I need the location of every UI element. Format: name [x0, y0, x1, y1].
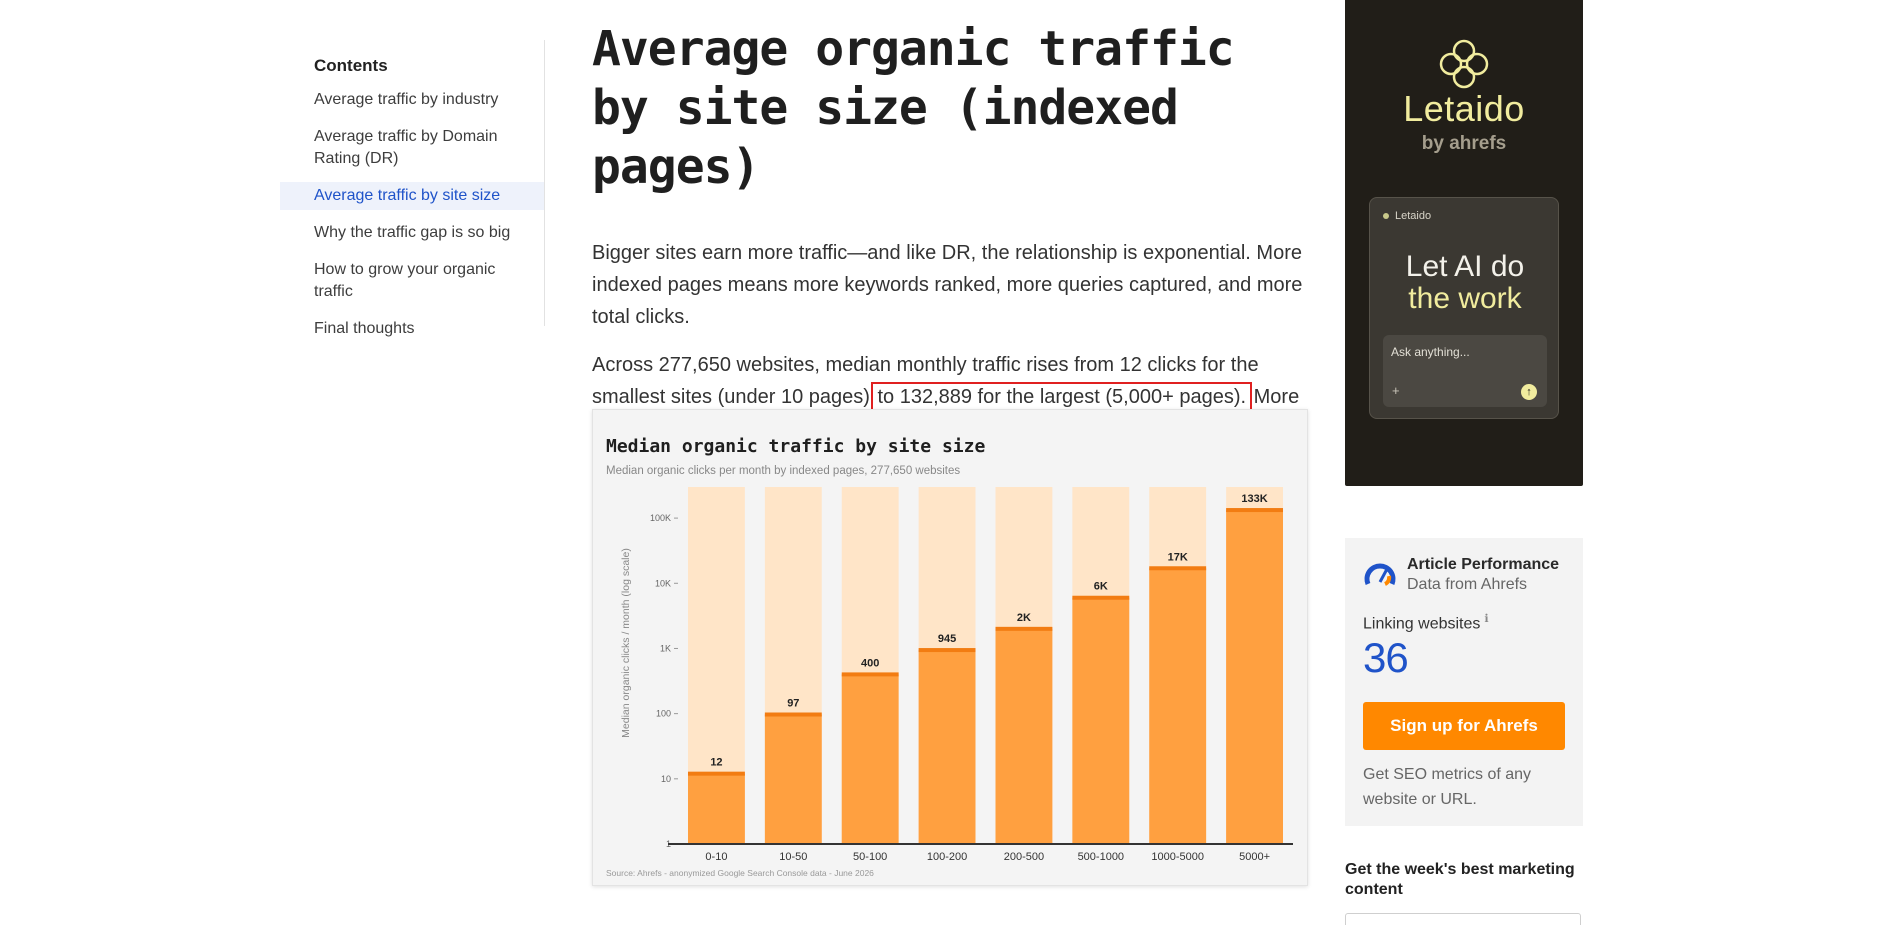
- linking-websites-label: Linking websites ℹ: [1363, 612, 1489, 633]
- site-size-bar-chart: Median organic traffic by site size Medi…: [606, 436, 1293, 878]
- ad-card-label: Letaido: [1383, 210, 1431, 222]
- bar-cap: [841, 672, 899, 677]
- chart-marks: 1101001K10K100K120-109710-5040050-100945…: [650, 487, 1293, 863]
- toc-title: Contents: [314, 56, 388, 75]
- ad-headline-line-2: the work: [1408, 282, 1522, 315]
- bar-cap: [1072, 595, 1130, 600]
- performance-note: Get SEO metrics of any website or URL.: [1363, 766, 1532, 808]
- letaido-logo-icon: [1439, 39, 1489, 89]
- bar-cap: [995, 626, 1053, 631]
- data-label: 400: [861, 657, 879, 669]
- bar-cap: [918, 648, 976, 653]
- data-label: 6K: [1094, 581, 1108, 593]
- bar: [764, 714, 822, 844]
- x-tick-label: 0-10: [705, 851, 727, 863]
- bar-cap: [687, 771, 745, 776]
- y-tick-label: 100K: [650, 513, 671, 523]
- chart-card: Median organic traffic by site size Medi…: [592, 409, 1308, 886]
- y-tick-label: 100: [656, 709, 671, 719]
- bar: [918, 650, 976, 844]
- send-arrow-icon[interactable]: ↑: [1521, 384, 1537, 400]
- x-tick-label: 5000+: [1239, 851, 1270, 863]
- linking-websites-text: Linking websites: [1363, 615, 1481, 633]
- ad-brand-byline: by ahrefs: [1421, 133, 1507, 154]
- chart-subtitle: Median organic clicks per month by index…: [606, 465, 960, 477]
- speedometer-icon: [1364, 563, 1396, 586]
- ad-brand-name: Letaido: [1403, 88, 1525, 129]
- y-axis-label: Median organic clicks / month (log scale…: [620, 548, 632, 738]
- performance-title: Article Performance: [1407, 556, 1560, 573]
- data-label: 945: [938, 633, 956, 645]
- toc-item-traffic-by-industry[interactable]: Average traffic by industry: [314, 91, 499, 108]
- x-tick-label: 500-1000: [1078, 851, 1125, 863]
- bar: [687, 773, 745, 844]
- toc-list: Average traffic by industry Average traf…: [280, 86, 544, 343]
- sign-up-button[interactable]: Sign up for Ahrefs: [1363, 702, 1565, 750]
- bar: [1149, 568, 1207, 844]
- data-label: 133K: [1241, 493, 1267, 505]
- bar-cap: [1149, 566, 1207, 571]
- x-tick-label: 10-50: [779, 851, 807, 863]
- bar: [1226, 510, 1284, 844]
- bar: [841, 674, 899, 844]
- status-dot-icon: [1383, 213, 1389, 220]
- article-body: Average organic traffic by site size (in…: [592, 20, 1308, 445]
- y-tick-label: 10K: [655, 578, 671, 588]
- ad-chat-placeholder: Ask anything...: [1391, 345, 1470, 359]
- article-performance-panel: Article Performance Data from Ahrefs Lin…: [1345, 538, 1583, 826]
- article-paragraph-1: Bigger sites earn more traffic—and like …: [592, 242, 1303, 328]
- toc-item-final-thoughts[interactable]: Final thoughts: [314, 320, 415, 337]
- data-label: 2K: [1017, 612, 1031, 624]
- data-label: 17K: [1168, 551, 1188, 563]
- x-tick-label: 1000-5000: [1151, 851, 1204, 863]
- bar: [995, 628, 1053, 844]
- toc-item-traffic-gap[interactable]: Why the traffic gap is so big: [314, 224, 511, 241]
- ad-chat-card: Letaido Let AI do the work Ask anything.…: [1369, 197, 1559, 419]
- highlighted-sentence: to 132,889 for the largest (5,000+ pages…: [871, 382, 1253, 412]
- toc-item-traffic-by-dr[interactable]: Average traffic by Domain Rating (DR): [314, 128, 498, 167]
- plus-icon[interactable]: +: [1392, 383, 1400, 398]
- performance-subtitle: Data from Ahrefs: [1407, 576, 1528, 593]
- toc-item-grow-traffic[interactable]: How to grow your organic traffic: [314, 261, 496, 300]
- bar: [1072, 597, 1130, 844]
- x-tick-label: 100-200: [927, 851, 967, 863]
- newsletter-email-input[interactable]: [1345, 913, 1581, 925]
- linking-websites-count: 36: [1363, 634, 1409, 681]
- y-tick-label: 1K: [660, 643, 671, 653]
- bar-cap: [1226, 508, 1284, 513]
- ad-headline-line-1: Let AI do: [1405, 250, 1525, 283]
- newsletter-heading: Get the week's best marketing content: [1345, 861, 1575, 898]
- ad-chat-input[interactable]: Ask anything... + ↑: [1383, 335, 1547, 407]
- bar-cap: [764, 712, 822, 717]
- y-tick-label: 10: [661, 774, 671, 784]
- data-label: 12: [710, 757, 722, 769]
- paragraph-text: Across 277,650 websites, median monthly …: [592, 354, 1259, 408]
- table-of-contents: Contents Average traffic by industry Ave…: [280, 40, 545, 337]
- article-heading: Average organic traffic by site size (in…: [592, 21, 1235, 195]
- toc-item-traffic-by-site-size[interactable]: Average traffic by site size: [280, 182, 544, 210]
- ad-card-label-text: Letaido: [1395, 210, 1432, 222]
- data-label: 97: [787, 698, 799, 710]
- x-tick-label: 200-500: [1004, 851, 1044, 863]
- info-icon[interactable]: ℹ: [1484, 613, 1489, 625]
- chart-title: Median organic traffic by site size: [606, 436, 985, 457]
- letaido-ad[interactable]: Letaido by ahrefs Letaido Let AI do the …: [1345, 0, 1583, 486]
- chart-source: Source: Ahrefs - anonymized Google Searc…: [606, 868, 874, 878]
- x-tick-label: 50-100: [853, 851, 887, 863]
